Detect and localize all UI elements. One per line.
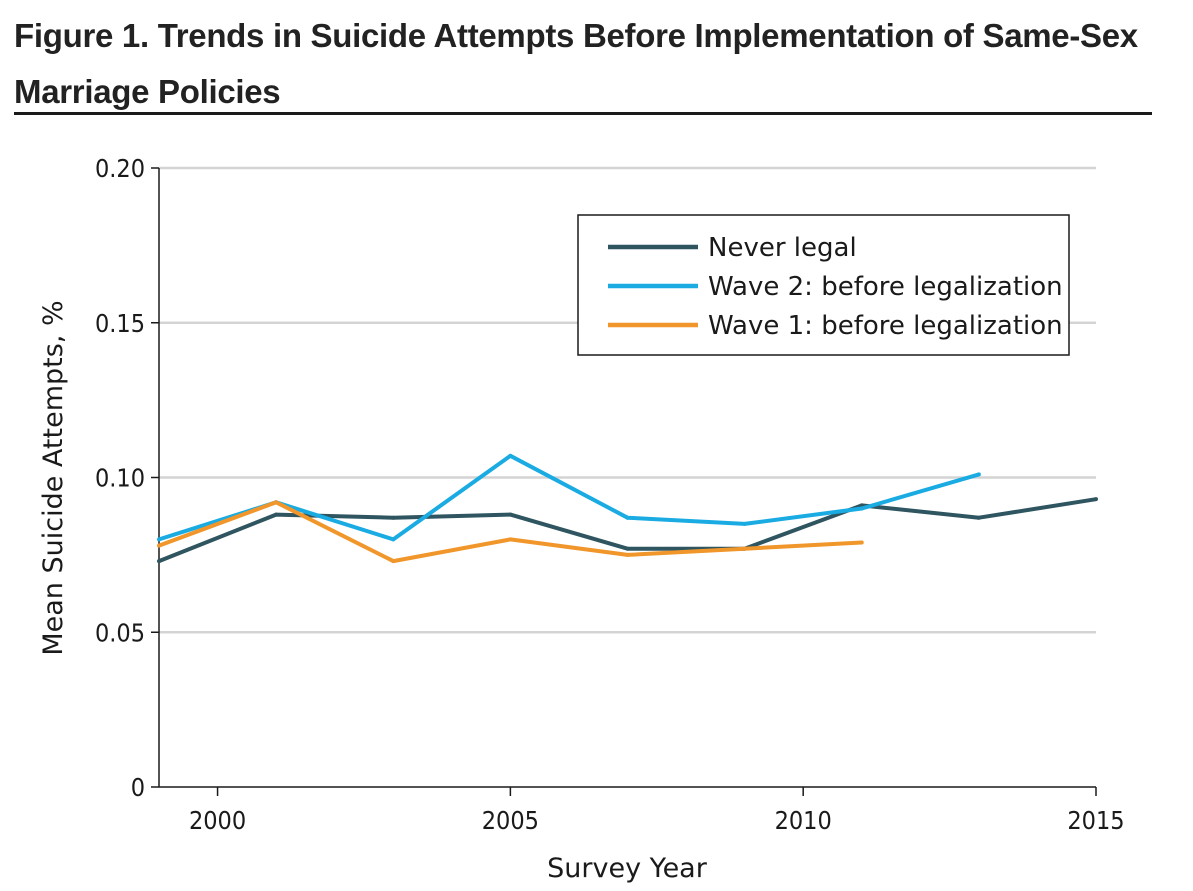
series-line-3 bbox=[158, 500, 862, 564]
series-3-point bbox=[391, 559, 396, 564]
y-tick-label: 0.20 bbox=[95, 154, 145, 183]
x-ticks: 2000 2005 2010 2015 bbox=[189, 787, 1125, 835]
series-1-point bbox=[391, 515, 396, 520]
x-tick-label: 2005 bbox=[482, 806, 539, 835]
series-line-2 bbox=[158, 453, 980, 542]
series-2-point bbox=[391, 537, 396, 542]
legend-label-3: Wave 1: before legalization bbox=[708, 311, 1063, 341]
series-2-point bbox=[625, 515, 630, 520]
series-3-point bbox=[859, 540, 864, 545]
title-divider bbox=[14, 112, 1152, 115]
series-1-point bbox=[1094, 497, 1098, 502]
series-3-point bbox=[274, 500, 279, 505]
series-3-point bbox=[742, 546, 747, 551]
y-tick-label: 0 bbox=[131, 773, 145, 802]
series-2-point bbox=[976, 472, 981, 477]
series-1-point bbox=[157, 559, 161, 564]
legend-label-2: Wave 2: before legalization bbox=[708, 272, 1063, 302]
series-1-point bbox=[274, 512, 279, 517]
series-2-point bbox=[742, 521, 747, 526]
y-tick-label: 0.15 bbox=[95, 309, 145, 338]
x-tick-label: 2000 bbox=[189, 806, 246, 835]
series-2-point bbox=[859, 506, 864, 511]
series-1-point bbox=[625, 546, 630, 551]
y-axis-label: Mean Suicide Attempts, % bbox=[38, 300, 69, 655]
x-tick-label: 2015 bbox=[1067, 806, 1124, 835]
y-tick-label: 0.10 bbox=[95, 464, 145, 493]
figure-title: Figure 1. Trends in Suicide Attempts Bef… bbox=[14, 17, 1138, 110]
legend-entries: Never legal Wave 2: before legalization Wa… bbox=[608, 233, 1063, 341]
x-axis-label: Survey Year bbox=[547, 853, 708, 884]
series-1-point bbox=[976, 515, 981, 520]
series-lines bbox=[157, 453, 1098, 564]
series-3-point bbox=[157, 543, 161, 548]
series-1-point bbox=[508, 512, 513, 517]
legend: Never legal Wave 2: before legalization Wa… bbox=[577, 214, 1070, 356]
series-3-point bbox=[508, 537, 513, 542]
legend-label-1: Never legal bbox=[708, 233, 857, 263]
x-tick-label: 2010 bbox=[775, 806, 832, 835]
legend-box bbox=[577, 214, 1070, 356]
y-ticks: 0 0.05 0.10 0.15 0.20 bbox=[95, 154, 159, 802]
series-2-point bbox=[508, 453, 513, 458]
y-tick-label: 0.05 bbox=[95, 618, 145, 647]
series-2-point bbox=[157, 537, 161, 542]
series-3-point bbox=[625, 552, 630, 557]
